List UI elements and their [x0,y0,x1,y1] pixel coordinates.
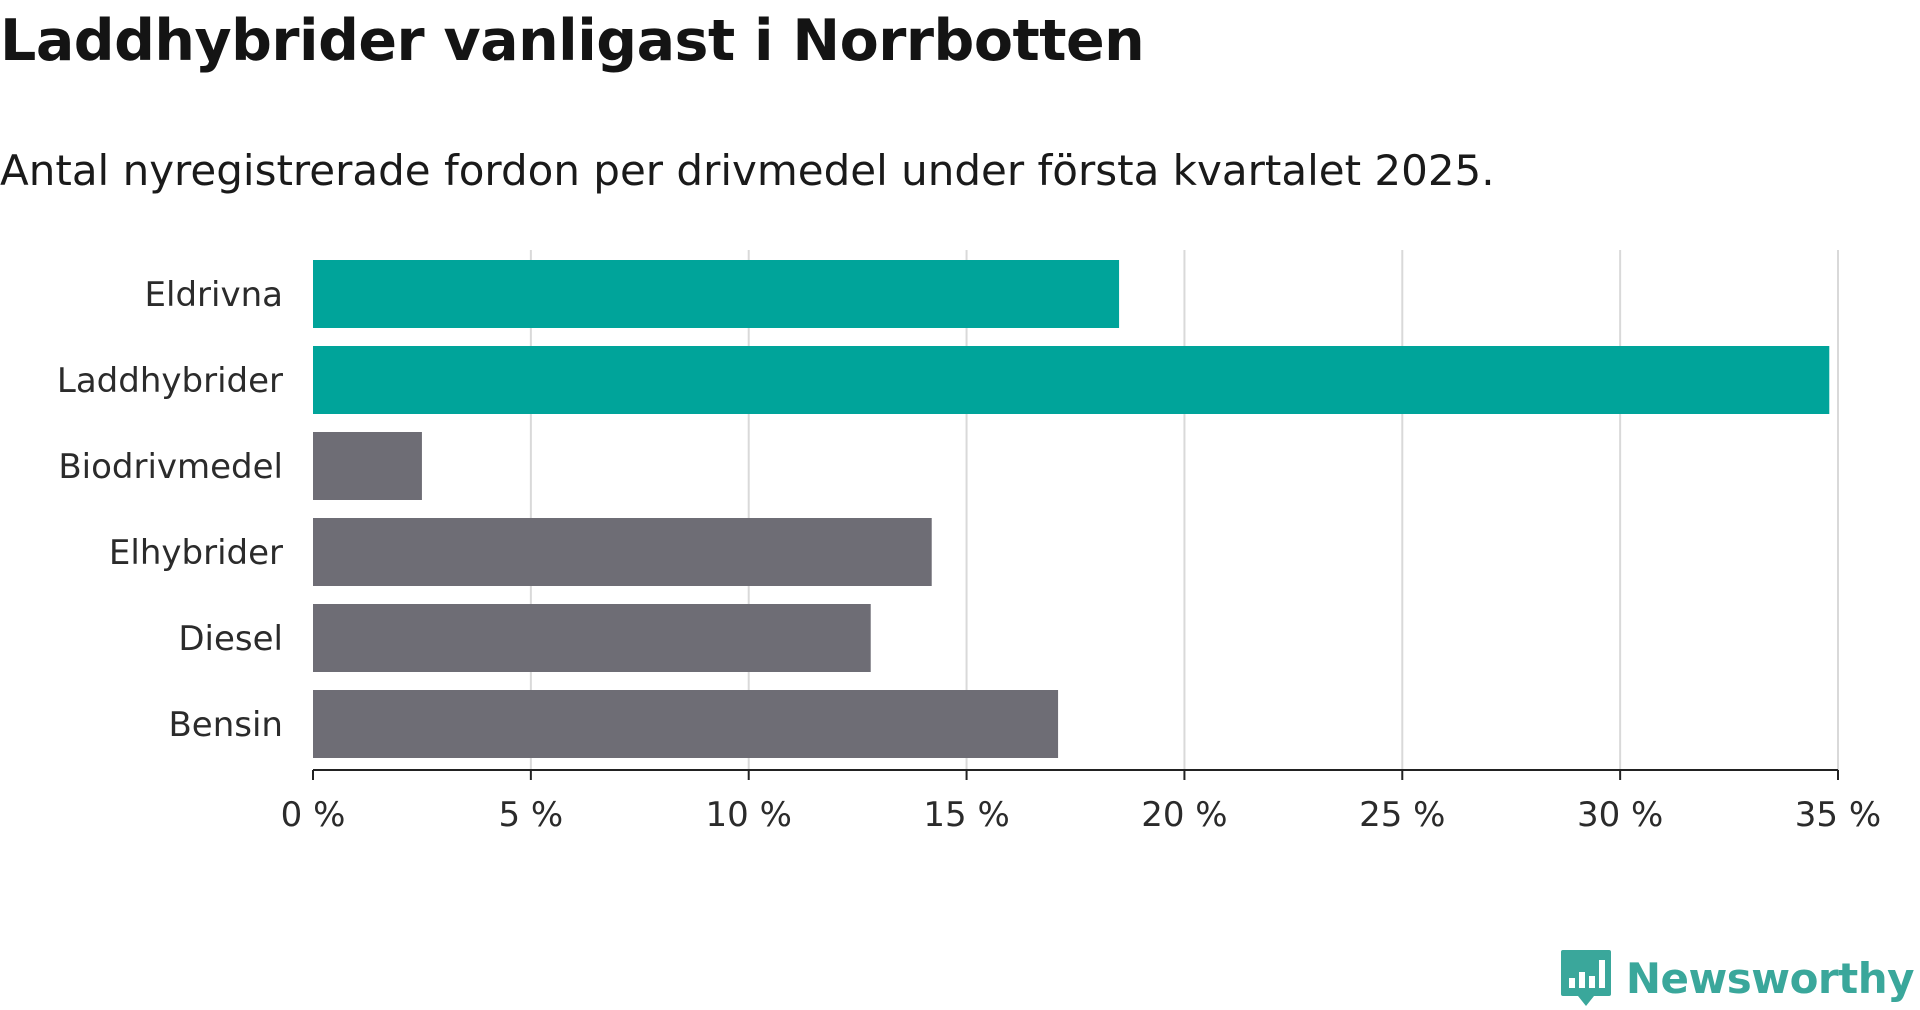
bar-eldrivna [313,260,1120,328]
category-label: Eldrivna [145,275,283,315]
x-tick-label: 25 % [1359,795,1445,835]
x-tick-label: 10 % [706,795,792,835]
category-label: Biodrivmedel [58,447,283,487]
category-label: Diesel [178,619,283,659]
category-label: Bensin [168,705,283,745]
x-tick-label: 30 % [1577,795,1663,835]
x-tick-label: 15 % [923,795,1009,835]
bar-biodrivmedel [313,432,422,500]
chart-subtitle: Antal nyregistrerade fordon per drivmede… [0,146,1495,195]
x-tick-label: 35 % [1795,795,1881,835]
gridlines [529,250,1839,770]
x-tick-label: 0 % [281,795,346,835]
bar-diesel [313,604,871,672]
bars [313,260,1830,758]
category-label: Laddhybrider [57,361,283,401]
bar-elhybrider [313,518,932,586]
x-tick-label: 20 % [1141,795,1227,835]
bar-bensin [313,690,1059,758]
x-tick-label: 5 % [498,795,563,835]
category-label: Elhybrider [109,533,283,573]
category-labels: Eldrivna Laddhybrider Biodrivmedel Elhybrid… [57,275,283,745]
bar-laddhybrider [313,346,1830,414]
x-axis: 0 % 5 % 10 % 15 % 20 % 25 % 30 % 35 % [281,769,1881,835]
bar-chart: Eldrivna Laddhybrider Biodrivmedel Elhybrid… [57,250,1881,835]
brand-name: Newsworthy [1625,953,1915,1003]
brand-logo: Newsworthy [1560,948,1915,1008]
chart-title: Laddhybrider vanligast i Norrbotten [0,8,1145,74]
newsworthy-logo-icon [1560,950,1611,1006]
